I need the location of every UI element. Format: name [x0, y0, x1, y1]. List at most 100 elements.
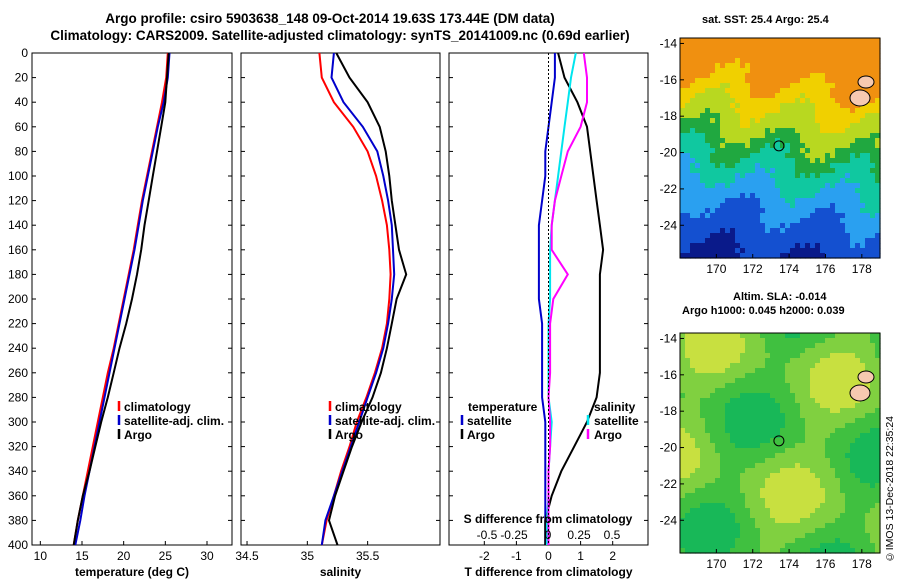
xtick-label-salinity-35: 35 [301, 549, 315, 563]
xtick-label-difference-0: 0 [545, 549, 552, 563]
series-salinity-argo [327, 52, 408, 546]
map-frame-sla_map [679, 332, 881, 554]
map-ytick-label-sla_map--16: -16 [660, 368, 678, 382]
ytick-label-320: 320 [8, 440, 28, 454]
ytick-label-60: 60 [15, 120, 29, 134]
xtick-label-temperature-15: 15 [75, 549, 89, 563]
map-xtick-label-sst_map-170: 170 [706, 262, 726, 276]
map-ytick-label-sla_map--24: -24 [660, 513, 678, 527]
xlabel2-difference: S difference from climatology [464, 512, 633, 526]
series-difference-temperature-satellite [537, 53, 556, 545]
island2-sst_map [857, 75, 875, 89]
xlabel-temperature: temperature (deg C) [75, 565, 189, 579]
island-sst_map [849, 89, 871, 107]
xtick2-label-0: -0.5 [477, 528, 498, 542]
map-xtick-label-sst_map-178: 178 [852, 262, 872, 276]
map-ytick-label-sst_map--16: -16 [660, 73, 678, 87]
xtick2-label-4: 0.5 [604, 528, 621, 542]
legend-label-temperature-1: satellite-adj. clim. [124, 414, 224, 428]
sla-map-title: Altim. SLA: -0.014 [733, 291, 827, 303]
ytick-label-220: 220 [8, 317, 28, 331]
legend-label-salinity-2: Argo [335, 428, 363, 442]
ytick-label-360: 360 [8, 489, 28, 503]
legend-label-salinity-1: satellite-adj. clim. [335, 414, 435, 428]
ytick-label-400: 400 [8, 538, 28, 552]
map-xtick-label-sla_map-172: 172 [743, 557, 763, 571]
xtick-label-temperature-20: 20 [117, 549, 131, 563]
ytick-label-300: 300 [8, 415, 28, 429]
xtick-label-temperature-10: 10 [34, 549, 48, 563]
ytick-label-200: 200 [8, 292, 28, 306]
xtick-label-difference-2: 2 [609, 549, 616, 563]
map-xtick-label-sla_map-176: 176 [815, 557, 835, 571]
xtick-label-difference--1: -1 [511, 549, 522, 563]
map-xtick-label-sla_map-170: 170 [706, 557, 726, 571]
island2-sla_map [857, 370, 875, 384]
ytick-label-40: 40 [15, 95, 29, 109]
xlabel-difference: T difference from climatology [464, 565, 632, 579]
ytick-label-20: 20 [15, 71, 29, 85]
xtick-label-temperature-25: 25 [159, 549, 173, 563]
title-line-1: Argo profile: csiro 5903638_148 09-Oct-2… [105, 11, 555, 26]
xtick2-label-1: -0.25 [500, 528, 528, 542]
title-line-2: Climatology: CARS2009. Satellite-adjuste… [50, 28, 630, 43]
xtick-label-difference--2: -2 [479, 549, 490, 563]
timestamp: ©IMOS 13-Dec-2018 22:35:24 [884, 415, 896, 562]
map-sst_map: 170 172 174 176 178 -14 -16 -18 -20 -22 -24 [660, 36, 881, 276]
series-difference-salinity-argo [547, 52, 588, 545]
sst-map-title: sat. SST: 25.4 Argo: 25.4 [702, 14, 829, 26]
map-ytick-label-sst_map--24: -24 [660, 218, 678, 232]
island-sla_map [849, 384, 871, 402]
legend-left-label-1: Argo [467, 428, 495, 442]
profile-marker-sst_map [773, 140, 785, 152]
map-ytick-label-sla_map--18: -18 [660, 404, 678, 418]
xtick2-label-3: 0.25 [567, 528, 591, 542]
map-xtick-label-sst_map-174: 174 [779, 262, 799, 276]
ytick-label-260: 260 [8, 366, 28, 380]
map-xtick-label-sst_map-172: 172 [743, 262, 763, 276]
ytick-label-280: 280 [8, 390, 28, 404]
ytick-label-240: 240 [8, 341, 28, 355]
map-ytick-label-sst_map--14: -14 [660, 36, 678, 50]
map-sla_map: 170 172 174 176 178 -14 -16 -18 -20 -22 -24 [660, 331, 881, 571]
map-xtick-label-sla_map-178: 178 [852, 557, 872, 571]
legend-right-label-0: satellite [594, 414, 639, 428]
ytick-label-380: 380 [8, 513, 28, 527]
series-difference-temperature-argo [544, 52, 605, 545]
ytick-label-0: 0 [21, 46, 28, 60]
xtick-label-salinity-34.5: 34.5 [235, 549, 259, 563]
legend-right-label-1: Argo [594, 428, 622, 442]
ytick-label-140: 140 [8, 218, 28, 232]
ytick-label-100: 100 [8, 169, 28, 183]
map-ytick-label-sla_map--22: -22 [660, 477, 678, 491]
sla-map-subtitle: Argo h1000: 0.045 h2000: 0.039 [682, 305, 845, 317]
xtick2-label-2: 0 [545, 528, 552, 542]
ytick-label-180: 180 [8, 267, 28, 281]
ytick-label-120: 120 [8, 194, 28, 208]
legend-label-temperature-0: climatology [124, 400, 191, 414]
map-ytick-label-sst_map--18: -18 [660, 109, 678, 123]
ytick-label-340: 340 [8, 464, 28, 478]
xlabel-salinity: salinity [320, 565, 362, 579]
xtick-label-salinity-35.5: 35.5 [356, 549, 380, 563]
map-ytick-label-sst_map--22: -22 [660, 182, 678, 196]
series-temperature-climatology [72, 52, 169, 546]
legend-label-temperature-2: Argo [124, 428, 152, 442]
series-salinity-satellite-adj-clim- [320, 52, 396, 546]
map-xtick-label-sst_map-176: 176 [815, 262, 835, 276]
legend-left-label-0: satellite [467, 414, 512, 428]
legend-left-title: temperature [468, 400, 538, 414]
profile-marker-sla_map [773, 435, 785, 447]
legend-label-salinity-0: climatology [335, 400, 402, 414]
map-ytick-label-sla_map--20: -20 [660, 441, 678, 455]
map-ytick-label-sla_map--14: -14 [660, 331, 678, 345]
series-temperature-argo [72, 52, 170, 546]
xtick-label-difference-1: 1 [577, 549, 584, 563]
map-frame-sst_map [679, 37, 881, 259]
ytick-label-160: 160 [8, 243, 28, 257]
ytick-label-80: 80 [15, 144, 29, 158]
legend-right-title: salinity [594, 400, 636, 414]
map-ytick-label-sst_map--20: -20 [660, 146, 678, 160]
xtick-label-temperature-30: 30 [200, 549, 214, 563]
